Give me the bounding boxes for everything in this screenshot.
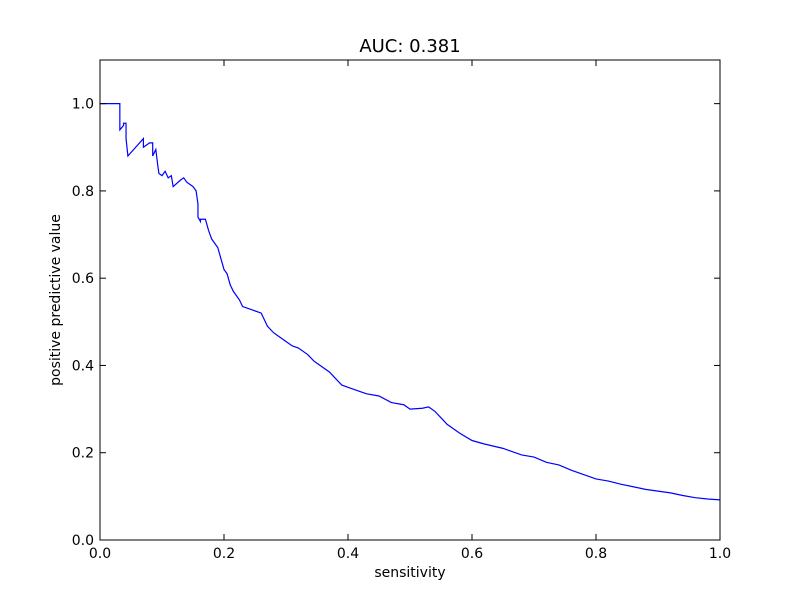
y-tick-labels: 0.0 0.2 0.4 0.6 0.8 1.0 xyxy=(72,97,94,549)
series-line xyxy=(100,103,721,501)
x-tick-labels: 0.0 0.2 0.4 0.6 0.8 1.0 xyxy=(89,546,731,562)
chart-title: AUC: 0.381 xyxy=(359,36,460,57)
x-tick-label: 1.0 xyxy=(709,546,731,562)
y-tick-label: 0.0 xyxy=(72,533,94,549)
y-axis-label: positive predictive value xyxy=(48,214,64,386)
x-axis-label: sensitivity xyxy=(374,565,445,581)
y-tick-label: 1.0 xyxy=(72,97,94,113)
y-tick-label: 0.2 xyxy=(72,446,94,462)
y-tick-label: 0.6 xyxy=(72,271,94,287)
plot-area xyxy=(99,59,721,541)
x-tick-label: 0.6 xyxy=(461,546,483,562)
x-tick-label: 0.0 xyxy=(89,546,111,562)
y-tick-label: 0.4 xyxy=(72,358,94,374)
x-tick-label: 0.8 xyxy=(585,546,607,562)
y-tick-label: 0.8 xyxy=(72,184,94,200)
axes-frame xyxy=(99,59,721,541)
x-tick-label: 0.4 xyxy=(337,546,359,562)
x-tick-label: 0.2 xyxy=(213,546,235,562)
